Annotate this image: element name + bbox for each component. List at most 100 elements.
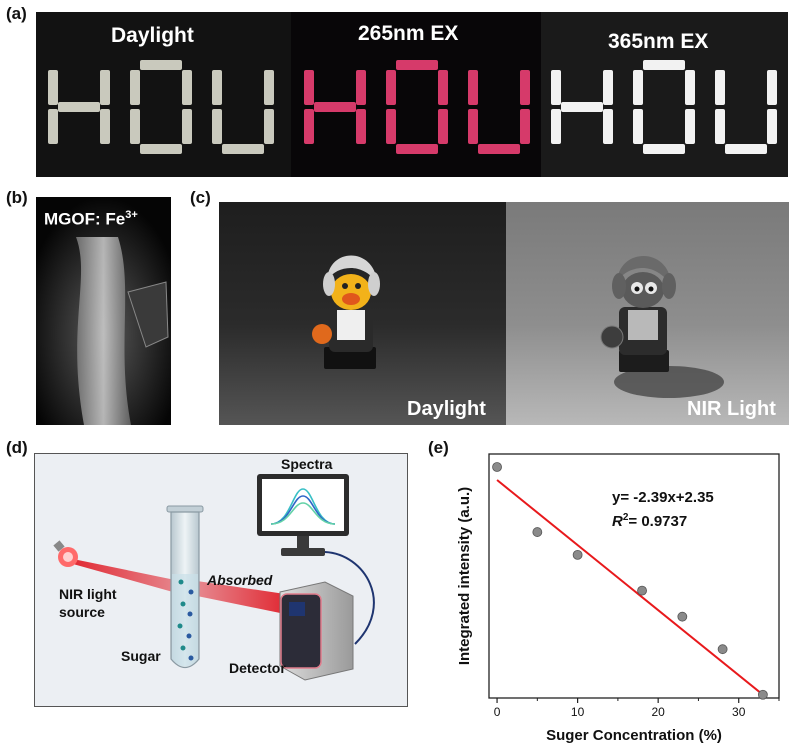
panel-a-segment <box>58 102 100 112</box>
panel-a-segment <box>685 70 695 105</box>
panel-a-segment <box>48 109 58 144</box>
panel-a-segment <box>633 70 643 105</box>
panel-a-segment <box>100 109 110 144</box>
x-tick-label: 0 <box>494 705 501 719</box>
panel-d-label: (d) <box>6 438 28 457</box>
panel-a-segment <box>386 70 396 105</box>
panel-a-segment <box>130 109 140 144</box>
panel-a-segment <box>643 60 685 70</box>
panel-d-detector-icon <box>279 581 354 681</box>
panel-a-image: Daylight 265nm EX 365nm EX <box>36 12 788 177</box>
panel-a-segment <box>468 70 478 105</box>
panel-e-chart: 0 10 20 30 Suger Concentration (%) Integrated… <box>456 453 780 744</box>
panel-d-label-spectra: Spectra <box>281 456 333 472</box>
data-point <box>532 527 543 537</box>
panel-a-digits <box>48 60 777 154</box>
panel-d-monitor-icon <box>257 474 349 556</box>
panel-a-caption-365: 365nm EX <box>608 30 709 53</box>
x-tick-label: 20 <box>651 705 665 719</box>
r-squared: R2= 0.9737 <box>612 512 687 530</box>
panel-d-label-detector: Detector <box>229 660 286 676</box>
panel-a-segment <box>633 109 643 144</box>
panel-a-segment <box>643 144 685 154</box>
x-tick-label: 10 <box>571 705 585 719</box>
data-point <box>757 689 768 700</box>
panel-a-segment <box>551 70 561 105</box>
panel-a-segment <box>182 109 192 144</box>
panel-a-segment <box>715 70 725 105</box>
panel-c-caption-nir: NIR Light <box>687 398 776 420</box>
panel-b-caption-base: MGOF: Fe <box>44 209 126 229</box>
panel-a-segment <box>438 70 448 105</box>
panel-a-segment <box>468 109 478 144</box>
fit-line <box>496 479 764 696</box>
x-axis-label: Suger Concentration (%) <box>546 727 722 744</box>
panel-a-segment <box>715 109 725 144</box>
panel-d-label-absorbed: Absorbed <box>207 572 273 588</box>
panel-d-test-tube-icon <box>166 505 204 669</box>
panel-c-image: Daylight NIR Light <box>219 202 789 425</box>
panel-c-figurine-nir <box>600 255 724 398</box>
panel-b-caption: MGOF: Fe3+ <box>44 209 138 230</box>
panel-a-segment <box>396 60 438 70</box>
panel-b-holder <box>127 281 169 348</box>
panel-a-segment <box>304 70 314 105</box>
panel-a-segment <box>520 109 530 144</box>
panel-d-bulb-icon <box>53 540 78 567</box>
panel-d-diagram: Spectra Absorbed NIR light source Sugar … <box>34 453 408 707</box>
panel-a-segment <box>725 144 767 154</box>
panel-a-segment <box>314 102 356 112</box>
panel-e-label: (e) <box>428 438 449 457</box>
panel-a-segment <box>685 109 695 144</box>
panel-a-segment <box>264 109 274 144</box>
panel-a-segment <box>386 109 396 144</box>
panel-a-segment <box>561 102 603 112</box>
panel-a-segment <box>304 109 314 144</box>
panel-a-segment <box>130 70 140 105</box>
panel-d-beam-right <box>197 581 285 614</box>
data-point <box>637 585 647 596</box>
panel-b-fiber <box>76 237 131 425</box>
panel-a-segment <box>212 70 222 105</box>
data-point <box>717 644 728 655</box>
panel-a-segment <box>356 70 366 105</box>
panel-a-segment <box>438 109 448 144</box>
panel-a-segment <box>603 70 613 105</box>
panel-a-segment <box>767 109 777 144</box>
panel-c-caption-daylight: Daylight <box>407 398 486 420</box>
panel-a-label: (a) <box>6 4 27 23</box>
panel-a-segment <box>48 70 58 105</box>
panel-a-segment <box>603 109 613 144</box>
panel-a-segment <box>767 70 777 105</box>
panel-a-caption-daylight: Daylight <box>111 24 194 47</box>
data-point <box>492 462 502 472</box>
panel-b-caption-sup: 3+ <box>125 209 138 221</box>
panel-d-label-sugar: Sugar <box>121 648 161 664</box>
data-point <box>677 611 688 622</box>
plot-frame <box>488 453 780 699</box>
panel-a-segment <box>520 70 530 105</box>
panel-b-image: MGOF: Fe3+ <box>36 197 171 425</box>
data-point <box>572 549 583 560</box>
panel-a-segment <box>222 144 264 154</box>
panel-a-segment <box>264 70 274 105</box>
fit-equation: y= -2.39x+2.35 <box>612 489 714 506</box>
panel-a-segment <box>551 109 561 144</box>
panel-d-label-nir-1: NIR light <box>59 586 117 602</box>
panel-a-segment <box>212 109 222 144</box>
panel-a-segment <box>182 70 192 105</box>
panel-c-figurine-daylight <box>312 255 380 369</box>
panel-a-segment <box>396 144 438 154</box>
panel-a-caption-265: 265nm EX <box>358 22 459 45</box>
panel-a-segment <box>356 109 366 144</box>
panel-a-segment <box>478 144 520 154</box>
panel-d-beam-left <box>73 559 180 594</box>
y-axis-label: Integrated intensity (a.u.) <box>456 487 473 665</box>
panel-d-label-nir-2: source <box>59 604 105 620</box>
panel-d-cable <box>324 551 375 645</box>
panel-c-label: (c) <box>190 188 211 207</box>
x-tick-label: 30 <box>732 705 746 719</box>
panel-b-label: (b) <box>6 188 28 207</box>
panel-a-segment <box>100 70 110 105</box>
panel-a-segment <box>140 60 182 70</box>
